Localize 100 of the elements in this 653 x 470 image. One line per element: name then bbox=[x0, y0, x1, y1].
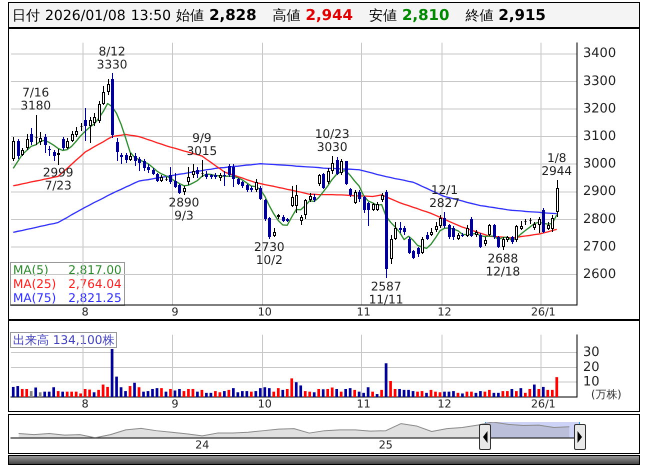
bar bbox=[380, 390, 383, 397]
bar bbox=[254, 391, 258, 397]
x-tick-label: 8 bbox=[82, 397, 89, 410]
candlestick bbox=[201, 160, 204, 177]
bar bbox=[294, 382, 298, 397]
chart-title: 出来高 134,100株 bbox=[10, 332, 118, 348]
bar bbox=[245, 391, 248, 397]
bar bbox=[200, 390, 204, 397]
y-tick-label: 3200 bbox=[583, 101, 616, 116]
bar bbox=[290, 378, 294, 397]
y-tick-label: 3300 bbox=[583, 74, 616, 89]
x-tick-label: 9 bbox=[171, 397, 178, 410]
bar bbox=[34, 388, 38, 397]
bar bbox=[555, 377, 558, 397]
y-tick-label: 3400 bbox=[583, 46, 616, 62]
bar bbox=[376, 394, 378, 397]
annotation: 7/16 3180 bbox=[20, 86, 51, 113]
bar bbox=[299, 385, 302, 397]
bar bbox=[128, 386, 132, 397]
x-tick-label: 25 bbox=[378, 438, 393, 452]
bar bbox=[56, 391, 60, 397]
bar bbox=[240, 391, 244, 397]
bar bbox=[228, 390, 230, 397]
x-tick-label: 24 bbox=[195, 438, 210, 452]
annotation: 12/1 2827 bbox=[429, 183, 460, 210]
chart-title: 日付 2026/01/08 13:50 始値 2,828 高値 2,944 安値 2,810 終値 2,915 bbox=[12, 6, 546, 24]
y-tick-label: 20 bbox=[583, 360, 600, 375]
x-tick-label: 11 bbox=[356, 397, 371, 410]
x-tick-label: 9 bbox=[171, 305, 178, 318]
candlestick bbox=[48, 146, 51, 156]
bar bbox=[456, 392, 460, 397]
bar bbox=[268, 388, 271, 397]
candlestick bbox=[35, 115, 38, 145]
x-tick-label: 12 bbox=[437, 305, 452, 318]
bar bbox=[510, 389, 514, 397]
bar bbox=[308, 392, 312, 397]
bar bbox=[272, 392, 276, 397]
bar bbox=[353, 390, 356, 397]
bar bbox=[84, 389, 86, 397]
bar bbox=[223, 391, 226, 397]
bar bbox=[12, 386, 15, 397]
bar bbox=[335, 389, 338, 397]
x-tick-label: 11 bbox=[356, 305, 371, 318]
y-tick-label: 10 bbox=[583, 374, 600, 390]
bar bbox=[276, 388, 280, 397]
x-tick-label: 8 bbox=[82, 305, 89, 318]
bar bbox=[196, 392, 199, 397]
bar bbox=[528, 389, 532, 397]
bar bbox=[330, 388, 334, 397]
bar bbox=[20, 389, 24, 397]
annotation: 9/9 3015 bbox=[186, 131, 218, 158]
bar bbox=[205, 392, 208, 397]
bar bbox=[88, 390, 91, 397]
bar bbox=[61, 392, 64, 397]
bar bbox=[281, 390, 284, 397]
bar bbox=[326, 389, 330, 397]
bar bbox=[286, 389, 289, 397]
bar bbox=[506, 391, 509, 397]
y-tick-label: 30 bbox=[583, 344, 600, 360]
bar bbox=[358, 392, 360, 397]
bar bbox=[133, 382, 136, 397]
bar bbox=[160, 388, 163, 397]
bar bbox=[25, 389, 28, 397]
bar bbox=[537, 389, 540, 397]
y-tick-label: 2900 bbox=[583, 184, 616, 200]
x-tick-label: 26/1 bbox=[530, 397, 556, 410]
bar bbox=[461, 393, 464, 397]
bar bbox=[371, 392, 374, 397]
y-tick-label: 3100 bbox=[583, 129, 616, 144]
x-tick-label: 10 bbox=[258, 397, 272, 410]
bar bbox=[52, 387, 56, 397]
bar bbox=[79, 393, 82, 397]
y-tick-label: 2700 bbox=[583, 239, 616, 254]
bar bbox=[232, 388, 235, 397]
bar bbox=[48, 392, 51, 397]
candlestick bbox=[223, 171, 226, 186]
bar bbox=[263, 387, 266, 397]
annotation: 2890 9/3 bbox=[168, 196, 200, 223]
bar bbox=[169, 389, 172, 397]
bar bbox=[384, 363, 388, 397]
y-tick-label: 3000 bbox=[583, 156, 616, 172]
bar bbox=[43, 392, 46, 397]
x-tick-label: 10 bbox=[258, 305, 272, 318]
bar bbox=[366, 387, 370, 397]
bar bbox=[550, 390, 554, 397]
bar bbox=[66, 392, 68, 397]
bar bbox=[70, 392, 73, 397]
bar bbox=[425, 392, 428, 397]
bar bbox=[317, 389, 320, 397]
bar bbox=[532, 384, 536, 397]
bar bbox=[164, 392, 168, 397]
bar bbox=[16, 386, 20, 397]
bar bbox=[344, 389, 348, 397]
y-tick-label: 2800 bbox=[583, 212, 616, 227]
annotation: 8/12 3330 bbox=[96, 44, 128, 72]
text: MA(5) 2,817.00 bbox=[13, 263, 122, 277]
bar bbox=[340, 392, 343, 397]
y-axis-title: (万株) bbox=[591, 387, 622, 402]
bar bbox=[214, 391, 217, 397]
bar bbox=[515, 391, 518, 397]
